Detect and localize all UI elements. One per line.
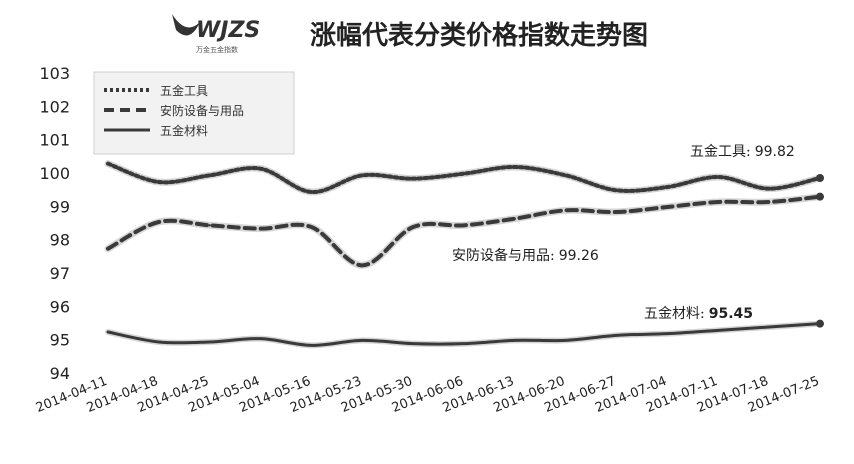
data-point <box>106 247 110 250</box>
data-point <box>615 210 618 214</box>
data-point <box>615 189 618 192</box>
data-point <box>767 325 771 329</box>
data-point <box>564 209 567 212</box>
data-point <box>818 195 822 198</box>
series-end-annotation: 五金材料: 95.45 <box>644 306 753 322</box>
legend-box <box>93 71 295 155</box>
y-tick-label: 94 <box>50 364 70 383</box>
data-point <box>717 175 720 179</box>
data-point <box>462 172 466 175</box>
annotation-value: 99.26 <box>559 248 599 264</box>
data-point <box>666 185 669 189</box>
y-tick-label: 100 <box>39 164 70 183</box>
data-point <box>513 217 517 220</box>
logo-subtext: 万金五金指数 <box>196 45 238 54</box>
logo-swoosh-icon <box>172 14 200 36</box>
annotation-value: 95.45 <box>709 306 753 322</box>
data-point <box>259 167 262 170</box>
data-point <box>666 332 669 335</box>
data-point <box>818 322 822 325</box>
y-tick-label: 95 <box>50 331 70 350</box>
data-point <box>106 162 110 165</box>
data-point <box>208 340 211 344</box>
data-point <box>157 340 161 344</box>
data-point <box>310 225 313 229</box>
data-point <box>411 225 415 229</box>
annotation-value: 99.82 <box>755 144 795 160</box>
series-layer <box>104 160 824 349</box>
y-axis: 94 95 96 97 98 99 100 101 102 103 <box>39 64 70 383</box>
data-point <box>564 174 567 177</box>
data-point <box>157 220 161 224</box>
logo-text: WJZS <box>196 18 260 43</box>
annotation-label: 安防设备与用品: <box>452 247 555 264</box>
annotation-layer: 五金工具: 99.82 安防设备与用品: 99.26 五金材料: 95.45 <box>452 144 795 322</box>
chart-title: 涨幅代表分类价格指数走势图 <box>310 20 648 51</box>
data-point <box>513 339 517 342</box>
data-point <box>310 344 313 347</box>
data-point <box>157 180 161 184</box>
data-point <box>411 177 415 180</box>
data-point <box>361 174 364 177</box>
data-point <box>513 165 517 169</box>
data-point <box>462 224 466 227</box>
data-point <box>462 342 466 345</box>
legend-label: 安防设备与用品 <box>160 103 244 118</box>
series-end-annotation: 安防设备与用品: 99.26 <box>452 247 599 264</box>
data-point <box>615 334 618 337</box>
data-point <box>818 176 822 180</box>
data-point <box>666 205 669 209</box>
series-end-annotation: 五金工具: 99.82 <box>690 144 795 160</box>
data-point <box>208 174 211 177</box>
data-point <box>411 342 415 345</box>
data-point <box>767 200 771 204</box>
data-point <box>564 339 567 342</box>
data-point <box>106 330 110 334</box>
annotation-label: 五金工具: <box>690 144 751 160</box>
data-point <box>717 329 720 332</box>
data-point <box>717 200 720 204</box>
y-tick-label: 96 <box>50 297 70 316</box>
data-point <box>361 339 364 342</box>
annotation-label: 五金材料: <box>644 306 705 322</box>
y-tick-label: 103 <box>39 64 70 83</box>
data-point <box>208 224 211 227</box>
y-tick-label: 97 <box>50 264 70 283</box>
data-point <box>767 187 771 190</box>
y-tick-label: 99 <box>50 197 70 216</box>
x-axis: 2014-04-112014-04-182014-04-252014-05-04… <box>34 374 822 416</box>
data-point <box>361 264 364 267</box>
y-tick-label: 98 <box>50 231 70 250</box>
y-tick-label: 101 <box>39 131 70 150</box>
data-point <box>310 190 313 194</box>
logo: WJZS 万金五金指数 <box>172 14 260 54</box>
data-point <box>259 337 262 340</box>
y-tick-label: 102 <box>39 97 70 116</box>
data-point <box>259 227 262 230</box>
legend-label: 五金工具 <box>160 83 208 98</box>
legend-label: 五金材料 <box>160 123 208 138</box>
